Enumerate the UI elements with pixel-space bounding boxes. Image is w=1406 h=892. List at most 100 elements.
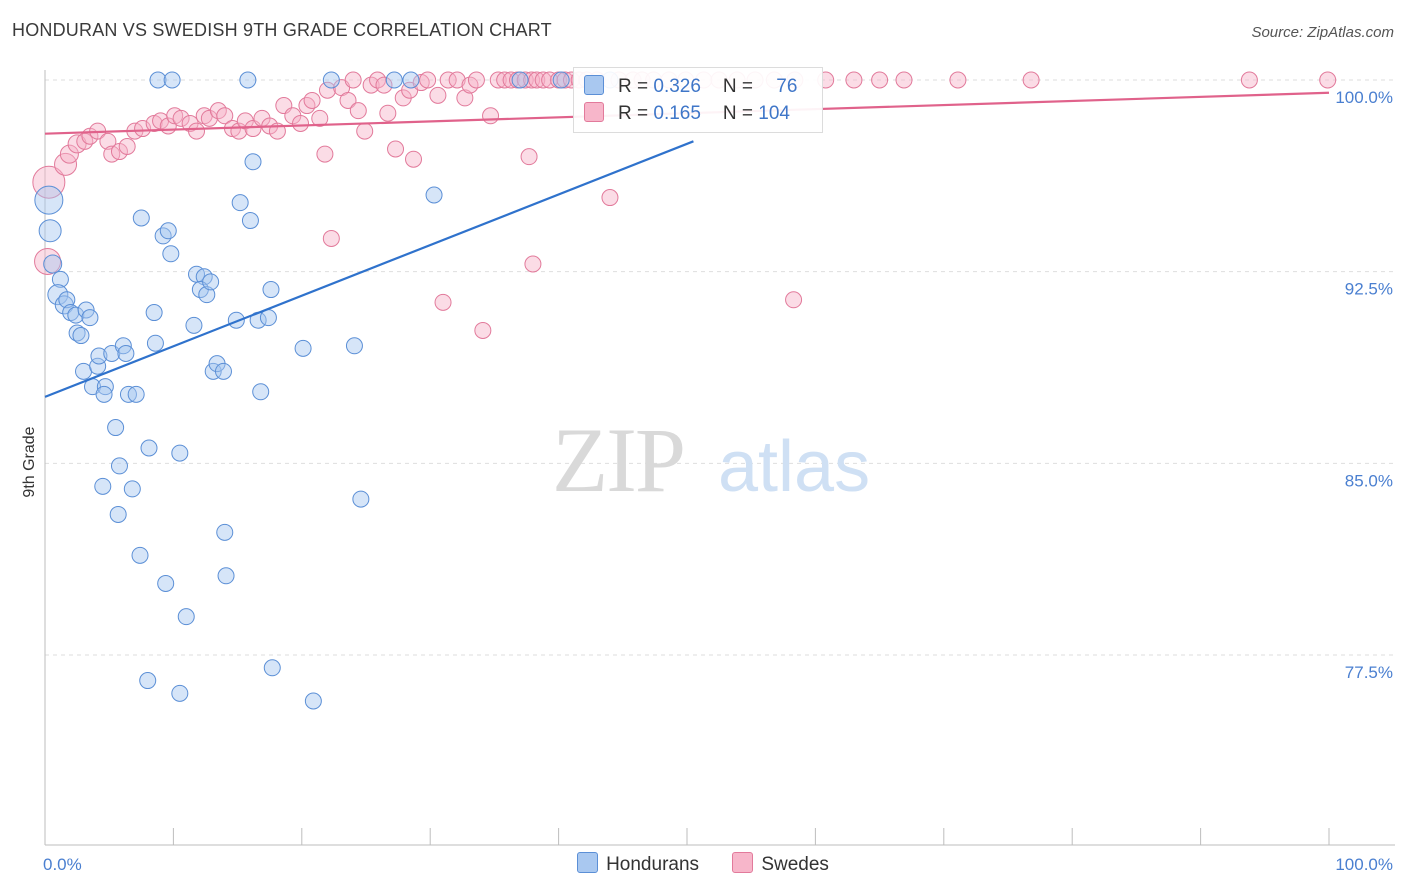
honduran-point: [262, 281, 280, 299]
swede-point: [528, 71, 546, 89]
honduran-point: [204, 362, 222, 380]
swede-point: [1319, 71, 1337, 89]
legend-row-swedes: R = 0.165 N = 104: [584, 102, 790, 128]
honduran-point: [43, 254, 63, 274]
honduran-point: [47, 284, 69, 306]
honduran-point: [58, 291, 76, 309]
swede-point: [496, 71, 514, 89]
swede-point: [434, 293, 452, 311]
swede-point: [344, 71, 362, 89]
honduran-point: [38, 219, 62, 243]
honduran-point: [171, 684, 189, 702]
y-tick-label: 77.5%: [1345, 663, 1393, 682]
swede-point: [524, 255, 542, 273]
legend-label-hondurans: Hondurans: [606, 854, 700, 875]
watermark-atlas: atlas: [718, 427, 870, 507]
legend-item-swedes[interactable]: Swedes: [732, 852, 829, 876]
swede-point: [467, 71, 485, 89]
honduran-point: [385, 71, 403, 89]
honduran-point: [149, 71, 167, 89]
legend-swatch-swedes: [732, 852, 754, 873]
swede-point: [949, 71, 967, 89]
honduran-point: [81, 309, 99, 327]
honduran-point: [110, 457, 128, 475]
honduran-point: [171, 444, 189, 462]
swede-point: [118, 137, 136, 155]
swede-point: [54, 152, 78, 176]
hondurans-trend-line: [44, 140, 694, 398]
honduran-point: [132, 209, 150, 227]
swede-point: [298, 97, 316, 115]
honduran-point: [140, 439, 158, 457]
honduran-point: [163, 71, 181, 89]
honduran-point: [95, 385, 113, 403]
legend-n-label: N =: [722, 103, 759, 124]
swede-point: [318, 81, 336, 99]
swede-point: [59, 144, 79, 164]
swede-point: [419, 71, 437, 89]
swede-point: [482, 107, 500, 125]
swede-point: [448, 71, 466, 89]
swede-point: [520, 148, 538, 166]
swede-point: [356, 122, 374, 140]
tick-labels: 77.5% 85.0% 92.5% 100.0% 0.0% 100.0%: [43, 88, 1393, 874]
honduran-point: [109, 505, 127, 523]
swede-point: [516, 71, 534, 89]
swede-point: [375, 76, 393, 94]
honduran-point: [322, 71, 340, 89]
swede-point: [439, 71, 457, 89]
axes: [44, 70, 1395, 846]
swede-point: [311, 109, 329, 127]
legend-r-label: R =: [618, 103, 654, 124]
y-tick-label: 85.0%: [1345, 471, 1393, 490]
honduran-point: [117, 344, 135, 362]
swede-point: [541, 71, 559, 89]
honduran-point: [294, 339, 312, 357]
legend-label-swedes: Swedes: [761, 854, 829, 875]
legend-swatch-swedes: [584, 102, 604, 122]
honduran-point: [90, 347, 108, 365]
honduran-point: [263, 659, 281, 677]
honduran-point: [345, 337, 363, 355]
hondurans-points: [34, 71, 619, 710]
honduran-point: [154, 227, 172, 245]
stats-legend: R = 0.326 N = 76 R = 0.165 N = 104: [573, 67, 823, 133]
swede-point: [188, 122, 206, 140]
swede-point: [349, 102, 367, 120]
swede-point: [32, 165, 66, 199]
swede-point: [379, 104, 397, 122]
swede-point: [1022, 71, 1040, 89]
honduran-point: [216, 523, 234, 541]
swede-point: [871, 71, 889, 89]
series-legend: Hondurans Swedes: [0, 852, 1406, 876]
swede-point: [172, 109, 190, 127]
honduran-point: [304, 692, 322, 710]
honduran-point: [146, 334, 164, 352]
honduran-point: [145, 304, 163, 322]
swede-point: [502, 71, 520, 89]
legend-swatch-hondurans: [577, 852, 599, 873]
honduran-point: [75, 362, 93, 380]
swede-point: [1240, 71, 1258, 89]
honduran-point: [185, 316, 203, 334]
swede-point: [99, 132, 117, 150]
swede-point: [339, 91, 357, 109]
y-axis-label: 9th Grade: [21, 426, 38, 497]
swede-point: [474, 321, 492, 339]
swede-point: [303, 91, 321, 109]
honduran-point: [72, 327, 90, 345]
swede-point: [489, 71, 507, 89]
legend-n-value-swedes: 104: [758, 103, 790, 124]
legend-r-value-hondurans: 0.326: [653, 76, 701, 97]
honduran-point: [107, 419, 125, 437]
honduran-point: [162, 245, 180, 263]
swede-point: [456, 89, 474, 107]
honduran-point: [202, 273, 220, 291]
legend-r-label: R =: [618, 76, 654, 97]
swede-point: [845, 71, 863, 89]
x-tick-label: 100.0%: [1335, 855, 1393, 874]
legend-item-hondurans[interactable]: Hondurans: [577, 852, 699, 876]
honduran-point: [241, 212, 259, 230]
honduran-point: [402, 71, 420, 89]
